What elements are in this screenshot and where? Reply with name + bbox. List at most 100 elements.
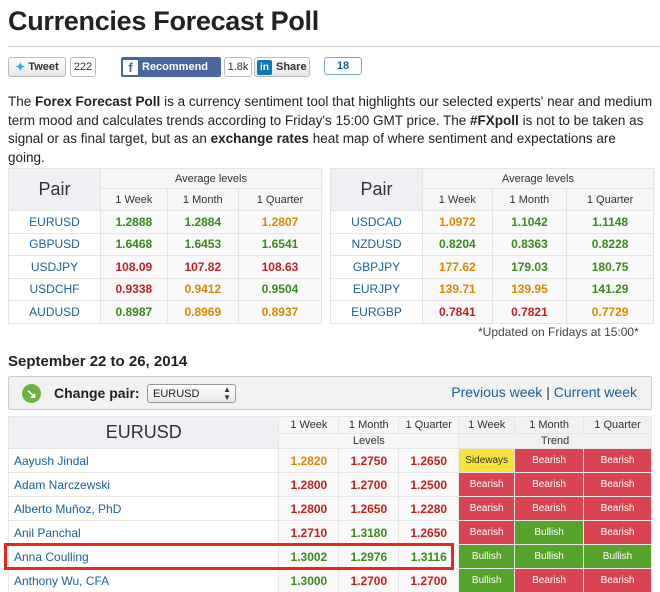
level-value: 1.2700 bbox=[338, 568, 400, 592]
table-row: GBPJPY 177.62 179.03 180.75 bbox=[330, 255, 654, 279]
trend-col-1-week: 1 Week bbox=[458, 416, 516, 434]
recommend-label: Recommend bbox=[142, 61, 209, 73]
table-row: Alberto Muñoz, PhD 1.2800 1.2650 1.2280 Bear… bbox=[7, 496, 652, 521]
week-links-separator: | bbox=[546, 384, 550, 400]
level-value: 1.2976 bbox=[338, 544, 400, 569]
level-value: 1.3116 bbox=[398, 544, 460, 569]
average-value: 0.9412 bbox=[166, 277, 239, 301]
average-value: 0.9338 bbox=[100, 277, 168, 301]
level-value: 1.3180 bbox=[338, 520, 400, 545]
expert-name-link[interactable]: Adam Narczewski bbox=[7, 472, 280, 497]
average-value: 108.63 bbox=[237, 255, 323, 279]
trend-badge: Bearish bbox=[583, 448, 652, 473]
share-button[interactable]: in Share bbox=[254, 57, 310, 77]
trend-badge: Bearish bbox=[514, 448, 585, 473]
col-1-week: 1 Week bbox=[422, 188, 493, 211]
average-value: 179.03 bbox=[491, 255, 568, 279]
expert-name-link[interactable]: Aayush Jindal bbox=[7, 448, 280, 473]
pair-link[interactable]: EURUSD bbox=[8, 210, 101, 234]
average-value: 1.0972 bbox=[422, 210, 493, 234]
average-value: 1.2807 bbox=[237, 210, 323, 234]
average-value: 0.8987 bbox=[100, 300, 168, 324]
twitter-bird-icon: ✦ bbox=[15, 60, 26, 74]
average-value: 0.8937 bbox=[237, 300, 323, 324]
trend-header: Trend bbox=[458, 433, 652, 449]
trend-badge: Bullish bbox=[514, 544, 585, 569]
pair-link[interactable]: USDCHF bbox=[8, 277, 101, 301]
pair-link[interactable]: EURGBP bbox=[330, 300, 423, 324]
table-row: EURGBP 0.7841 0.7821 0.7729 bbox=[330, 300, 654, 324]
table-row: Anna Coulling 1.3002 1.2976 1.3116 Bullish Bu… bbox=[7, 544, 652, 569]
average-value: 0.7821 bbox=[491, 300, 568, 324]
expert-name-link[interactable]: Anna Coulling bbox=[7, 544, 280, 569]
average-levels-table-left: Pair Average levels 1 Week 1 Month 1 Qua… bbox=[8, 168, 323, 324]
average-value: 108.09 bbox=[100, 255, 168, 279]
pair-header: Pair bbox=[330, 168, 423, 211]
levels-header: Levels bbox=[278, 433, 460, 449]
average-value: 1.6468 bbox=[100, 232, 168, 256]
expert-name-link[interactable]: Anil Panchal bbox=[7, 520, 280, 545]
pair-header: Pair bbox=[8, 168, 101, 211]
pair-select-value: EURUSD bbox=[153, 387, 200, 400]
trend-badge: Bearish bbox=[458, 496, 516, 521]
pair-link[interactable]: GBPUSD bbox=[8, 232, 101, 256]
average-value: 1.6541 bbox=[237, 232, 323, 256]
change-pair-label: Change pair: bbox=[54, 385, 140, 401]
pair-link[interactable]: AUDUSD bbox=[8, 300, 101, 324]
level-value: 1.2650 bbox=[398, 448, 460, 473]
average-levels-header: Average levels bbox=[422, 168, 654, 189]
trend-badge: Bearish bbox=[514, 496, 585, 521]
col-1-quarter: 1 Quarter bbox=[237, 188, 323, 211]
levels-col-1-quarter: 1 Quarter bbox=[398, 416, 460, 434]
table-row: Adam Narczewski 1.2800 1.2700 1.2500 Bearish… bbox=[7, 472, 652, 497]
pair-link[interactable]: USDCAD bbox=[330, 210, 423, 234]
current-week-link[interactable]: Current week bbox=[553, 384, 637, 400]
pair-select[interactable]: EURUSD ▲ ▼ bbox=[147, 384, 236, 403]
level-value: 1.2500 bbox=[398, 472, 460, 497]
trend-badge: Bullish bbox=[583, 544, 652, 569]
average-value: 0.7841 bbox=[422, 300, 493, 324]
average-value: 177.62 bbox=[422, 255, 493, 279]
share-count: 18 bbox=[324, 57, 362, 75]
average-value: 139.95 bbox=[491, 277, 568, 301]
expert-name-link[interactable]: Alberto Muñoz, PhD bbox=[7, 496, 280, 521]
average-value: 107.82 bbox=[166, 255, 239, 279]
expert-name-link[interactable]: Anthony Wu, CFA bbox=[7, 568, 280, 592]
average-levels-header: Average levels bbox=[100, 168, 322, 189]
trend-badge: Bullish bbox=[458, 568, 516, 592]
updated-note: *Updated on Fridays at 15:00* bbox=[478, 325, 639, 339]
levels-col-1-week: 1 Week bbox=[278, 416, 340, 434]
share-label: Share bbox=[276, 61, 307, 73]
pair-link[interactable]: GBPJPY bbox=[330, 255, 423, 279]
linkedin-icon: in bbox=[257, 59, 272, 75]
trend-badge: Bearish bbox=[583, 472, 652, 497]
average-value: 1.1042 bbox=[491, 210, 568, 234]
pair-link[interactable]: EURJPY bbox=[330, 277, 423, 301]
recommend-button[interactable]: f Recommend bbox=[121, 57, 221, 77]
trend-badge: Bearish bbox=[458, 520, 516, 545]
level-value: 1.2750 bbox=[338, 448, 400, 473]
week-links: Previous week | Current week bbox=[451, 384, 637, 400]
average-value: 0.8363 bbox=[491, 232, 568, 256]
trend-badge: Bullish bbox=[514, 520, 585, 545]
table-row: NZDUSD 0.8204 0.8363 0.8228 bbox=[330, 232, 654, 256]
poll-table: EURUSD 1 Week 1 Month 1 Quarter 1 Week 1… bbox=[7, 416, 652, 592]
title-divider bbox=[8, 46, 660, 47]
pair-link[interactable]: NZDUSD bbox=[330, 232, 423, 256]
recommend-count: 1.8k bbox=[224, 57, 252, 77]
average-value: 0.7729 bbox=[566, 300, 654, 324]
table-row: USDCAD 1.0972 1.1042 1.1148 bbox=[330, 210, 654, 234]
level-value: 1.2800 bbox=[278, 472, 340, 497]
previous-week-link[interactable]: Previous week bbox=[451, 384, 543, 400]
tweet-button[interactable]: ✦ Tweet bbox=[8, 57, 66, 77]
page-title: Currencies Forecast Poll bbox=[8, 6, 319, 36]
pair-link[interactable]: USDJPY bbox=[8, 255, 101, 279]
average-value: 0.8228 bbox=[566, 232, 654, 256]
week-title: September 22 to 26, 2014 bbox=[8, 353, 188, 370]
level-value: 1.2700 bbox=[338, 472, 400, 497]
table-row: Anthony Wu, CFA 1.3000 1.2700 1.2700 Bullish… bbox=[7, 568, 652, 592]
trend-col-1-month: 1 Month bbox=[514, 416, 585, 434]
table-row: Aayush Jindal 1.2820 1.2750 1.2650 Sideways B… bbox=[7, 448, 652, 473]
level-value: 1.2280 bbox=[398, 496, 460, 521]
arrow-down-right-icon: ↘ bbox=[22, 384, 41, 403]
